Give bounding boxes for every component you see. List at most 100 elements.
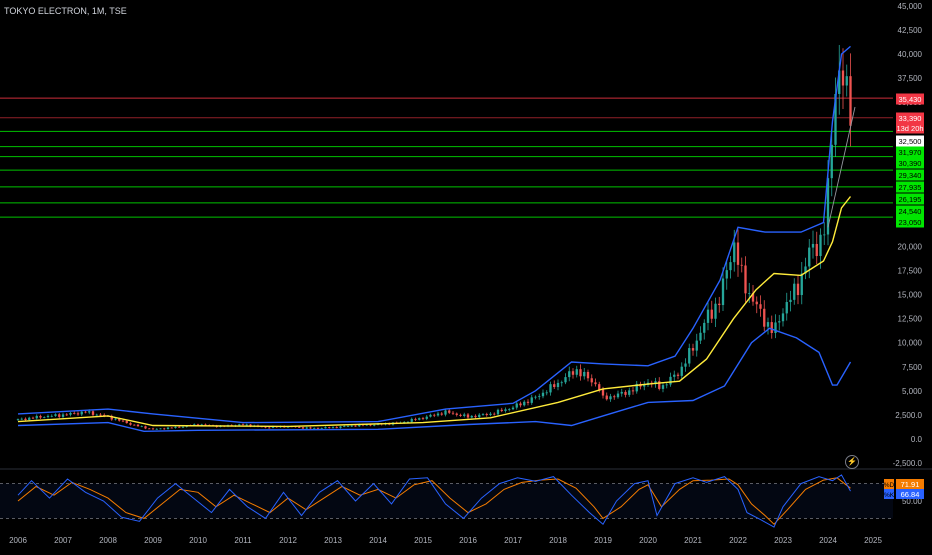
candle-body	[309, 427, 312, 429]
price-tick-label: 17,500	[898, 267, 923, 276]
time-tick-label: 2022	[729, 536, 747, 545]
price-tick-label: 2,500.0	[895, 411, 922, 420]
candle-body	[643, 384, 646, 387]
candle-body	[496, 409, 500, 415]
candle-body	[403, 421, 406, 423]
stoch-legend-swatch	[884, 479, 894, 489]
time-tick-label: 2018	[549, 536, 567, 545]
candle-body	[46, 415, 50, 418]
time-tick-label: 2021	[684, 536, 702, 545]
price-tick-label: 42,500	[898, 26, 923, 35]
stoch-value-box	[896, 489, 924, 499]
stoch-legend-label: %K	[884, 492, 895, 499]
candle-body	[830, 144, 833, 179]
candle-body	[451, 412, 455, 414]
candle-body	[489, 413, 492, 416]
candle-body	[778, 321, 781, 323]
price-label-text: 31,970	[899, 148, 922, 157]
candle-body	[586, 371, 590, 379]
time-tick-label: 2014	[369, 536, 387, 545]
time-tick-label: 2013	[324, 536, 342, 545]
candle-body	[478, 414, 481, 418]
candle-body	[50, 415, 53, 417]
candle-body	[556, 382, 560, 388]
price-label-box	[896, 146, 924, 158]
candle-body	[418, 418, 421, 420]
candle-body	[545, 392, 548, 394]
candle-body	[99, 414, 102, 416]
candle-body	[620, 391, 623, 394]
candle-body	[710, 309, 713, 319]
time-tick-label: 2025	[864, 536, 882, 545]
candle-body	[16, 419, 20, 420]
candle-body	[553, 384, 556, 388]
candle-body	[736, 242, 740, 265]
stoch-value-box	[896, 479, 924, 489]
candle-body	[601, 389, 605, 396]
candle-body	[523, 401, 526, 406]
price-label-box	[896, 193, 924, 205]
price-label-text: 32,500	[899, 137, 922, 146]
candle-body	[706, 309, 710, 323]
candle-body	[271, 426, 275, 428]
price-tick-label: 5,000	[902, 387, 923, 396]
candle-body	[748, 293, 751, 294]
candle-body	[264, 426, 267, 428]
time-tick-label: 2019	[594, 536, 612, 545]
candle-body	[699, 332, 702, 341]
candle-body	[845, 76, 848, 86]
candle-body	[181, 426, 185, 428]
candle-body	[804, 266, 807, 274]
candle-body	[268, 427, 271, 429]
stochastic-pane: 50.00 %D 71.91 %K 66.84	[0, 474, 924, 528]
candle-body	[125, 420, 128, 424]
candle-body	[350, 425, 353, 427]
candle-body	[448, 410, 451, 413]
series-line-bollinger-lower	[17, 327, 852, 433]
candle-body	[605, 395, 608, 400]
stoch-tick-label: 50.00	[902, 497, 923, 506]
price-label-box	[896, 205, 924, 217]
candle-body	[729, 262, 732, 271]
candle-body	[793, 283, 796, 300]
candle-body	[849, 76, 852, 126]
lightning-icon[interactable]: ⚡	[845, 455, 859, 469]
candle-body	[695, 340, 698, 351]
candle-body	[354, 425, 357, 427]
candle-body	[65, 414, 68, 416]
candle-body	[118, 418, 121, 421]
stoch-value-text: 66.84	[901, 490, 920, 499]
candle-body	[680, 366, 683, 376]
candle-body	[598, 384, 601, 390]
price-label-text: 26,195	[899, 195, 922, 204]
candle-body	[763, 308, 766, 327]
candle-body	[590, 378, 593, 383]
candle-body	[838, 70, 841, 94]
candle-body	[530, 397, 533, 403]
candle-body	[770, 322, 773, 333]
candle-body	[421, 418, 425, 419]
candle-body	[781, 313, 785, 322]
candle-body	[305, 427, 308, 429]
candle-body	[103, 414, 106, 416]
stoch-band-fill	[0, 483, 893, 519]
candle-body	[73, 412, 76, 414]
candle-body	[193, 424, 196, 426]
candle-body	[151, 428, 155, 430]
candle-body	[200, 424, 203, 426]
time-axis[interactable]: 2006 2007 2008 2009 2010 2011 2012 2013 2014 2015…	[9, 536, 882, 545]
candle-body	[245, 424, 248, 426]
candle-body	[324, 427, 327, 429]
series-line-moving-average	[17, 196, 852, 428]
candle-body	[481, 414, 485, 415]
candle-body	[534, 396, 537, 398]
series-line-trendline	[827, 106, 856, 228]
candle-body	[508, 409, 511, 410]
candle-body	[549, 384, 552, 393]
candle-body	[121, 420, 125, 422]
candle-body	[519, 403, 522, 406]
candle-body	[54, 414, 57, 416]
